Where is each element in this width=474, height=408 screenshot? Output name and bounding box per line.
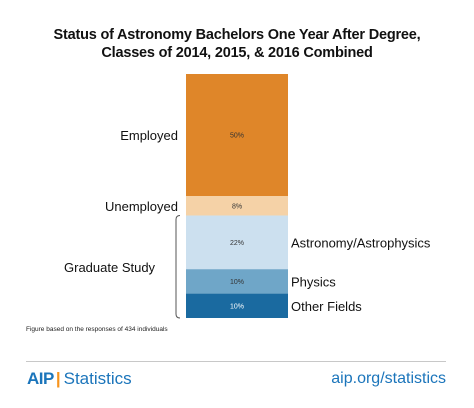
- bar-segment-0: [186, 74, 288, 196]
- bar-segment-3: [186, 269, 288, 294]
- category-label-1: Unemployed: [105, 199, 178, 214]
- group-label: Graduate Study: [64, 260, 156, 275]
- logo-separator: |: [55, 369, 61, 388]
- bar-value-label-1: 8%: [232, 203, 242, 210]
- bar-value-label-0: 50%: [230, 133, 244, 140]
- chart-title: Status of Astronomy Bachelors One Year A…: [53, 27, 421, 43]
- bar-value-label-4: 10%: [230, 303, 244, 310]
- bar-segment-4: [186, 293, 288, 318]
- category-label-3: Physics: [291, 274, 336, 289]
- footnote: Figure based on the responses of 434 ind…: [26, 326, 168, 333]
- logo-statistics-text: Statistics: [63, 369, 132, 388]
- bar-segment-2: [186, 215, 288, 270]
- bar-value-label-2: 22%: [230, 240, 244, 247]
- category-label-2: Astronomy/Astrophysics: [291, 235, 431, 250]
- aip-statistics-logo[interactable]: AIP | Statistics: [27, 369, 132, 389]
- aip-statistics-link[interactable]: aip.org/statistics: [331, 370, 446, 387]
- footer-divider: [26, 361, 446, 362]
- bar-value-label-3: 10%: [230, 279, 244, 286]
- group-bracket: [175, 215, 181, 319]
- category-label-4: Other Fields: [291, 299, 362, 314]
- bar-segment-1: [186, 196, 288, 216]
- category-label-0: Employed: [120, 128, 178, 143]
- chart-subtitle: Classes of 2014, 2015, & 2016 Combined: [101, 45, 373, 61]
- logo-aip-text: AIP: [27, 369, 54, 388]
